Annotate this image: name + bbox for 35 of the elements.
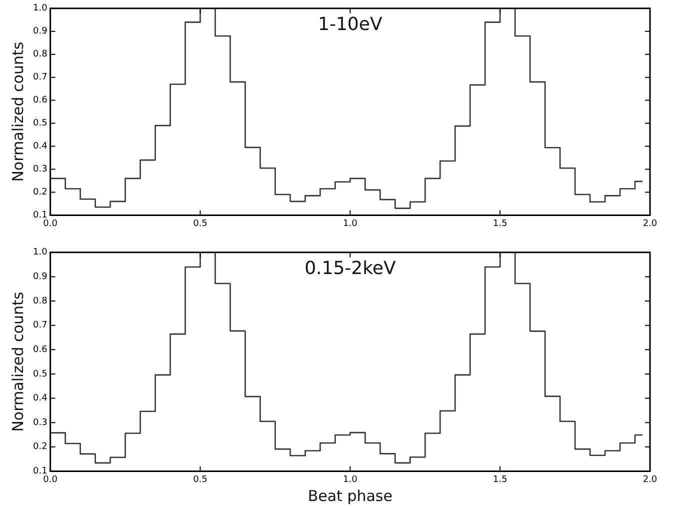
y-tick-label: 0.1 [32, 210, 48, 221]
y-tick-label: 0.3 [32, 164, 48, 175]
y-tick-label: 0.9 [32, 26, 48, 37]
x-tick-label: 2.0 [642, 474, 658, 485]
annotation: 0.15-2keV [304, 258, 396, 280]
y-tick-label: 0.6 [32, 344, 48, 355]
x-tick-label: 0.0 [43, 218, 58, 229]
y-tick-label: 0.9 [32, 272, 48, 282]
y-tick-label: 0.5 [32, 118, 48, 129]
y-tick-label: 0.4 [32, 394, 48, 404]
y-tick-label: 0.8 [32, 296, 48, 306]
y-tick-label: 0.2 [32, 442, 48, 452]
y-axis-title: Normalized counts [8, 292, 27, 432]
x-tick-label: 1.0 [342, 474, 358, 485]
y-tick-label: 0.7 [32, 320, 48, 331]
x-tick-label: 0.5 [193, 474, 208, 485]
y-tick-label: 0.2 [32, 188, 48, 198]
y-tick-label: 0.1 [32, 466, 48, 477]
x-tick-label: 1.5 [492, 218, 508, 229]
y-tick-label: 0.3 [32, 418, 48, 428]
x-tick-label: 1.0 [342, 218, 358, 229]
x-tick-label: 0.5 [193, 218, 208, 229]
y-tick-label: 0.7 [32, 72, 48, 83]
x-tick-label: 0.0 [43, 474, 58, 485]
y-axis-title: Normalized counts [8, 42, 27, 182]
annotation: 1-10eV [318, 14, 383, 36]
x-axis-title: Beat phase [308, 486, 392, 505]
y-tick-label: 0.5 [32, 369, 48, 380]
y-tick-label: 1.0 [32, 248, 48, 258]
y-tick-label: 1.0 [32, 4, 48, 14]
y-tick-label: 0.6 [32, 96, 48, 106]
x-tick-label: 2.0 [642, 218, 658, 229]
y-tick-label: 0.4 [32, 142, 48, 152]
x-tick-label: 1.5 [492, 474, 508, 485]
y-tick-label: 0.8 [32, 50, 48, 60]
